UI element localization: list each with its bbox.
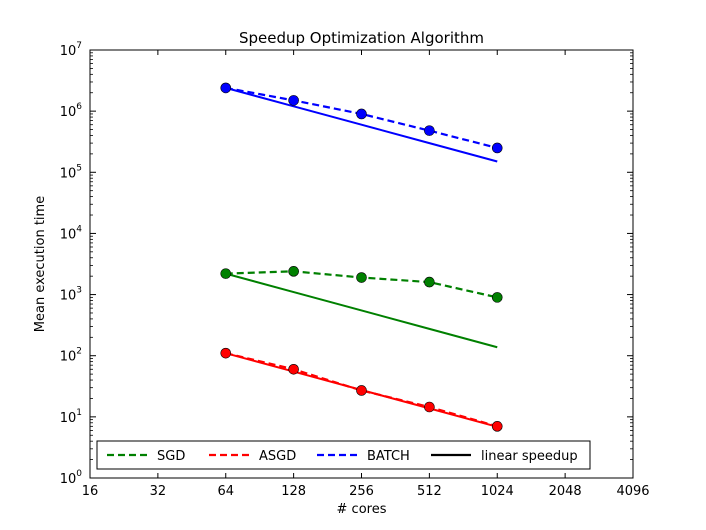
linear-speedup-line-sgd (225, 272, 498, 349)
data-point-sgd (491, 292, 503, 303)
data-point-batch (491, 142, 503, 154)
x-tick-label: 16 (82, 484, 99, 499)
y-tick-label: 105 (60, 163, 82, 181)
data-point-batch (356, 108, 367, 120)
data-point-asgd (356, 385, 367, 396)
data-point-batch (288, 95, 299, 106)
legend-label: linear speedup (481, 449, 578, 464)
y-axis-label: Mean execution time (33, 196, 48, 332)
data-point-sgd (356, 272, 367, 283)
data-point-asgd (220, 347, 232, 359)
x-tick-label: 32 (150, 484, 167, 499)
legend-label: SGD (157, 449, 185, 464)
y-tick-label: 104 (60, 224, 83, 242)
data-point-batch (220, 82, 232, 94)
x-tick-label: 256 (349, 484, 374, 499)
x-tick-label: 4096 (616, 484, 649, 499)
x-tick-label: 1024 (481, 484, 514, 499)
series-line-asgd (225, 352, 498, 428)
y-tick-label: 107 (60, 41, 82, 59)
y-tick-label: 100 (60, 469, 83, 487)
y-tick-label: 106 (60, 102, 83, 120)
data-point-asgd (288, 363, 299, 375)
x-tick-label: 128 (281, 484, 306, 499)
data-point-asgd (491, 421, 503, 432)
data-point-asgd (424, 401, 435, 413)
x-tick-label: 64 (217, 484, 234, 499)
data-point-batch (424, 125, 435, 136)
legend: SGD ASGD BATCH linear speedup (96, 440, 591, 470)
data-point-sgd (220, 268, 232, 279)
data-point-sgd (288, 266, 299, 277)
x-axis-label: # cores (337, 502, 387, 517)
linear-speedup-line-batch (225, 86, 498, 163)
data-point-sgd (424, 276, 435, 288)
x-tick-label: 512 (417, 484, 442, 499)
y-tick-label: 102 (60, 347, 82, 365)
y-tick-label: 103 (60, 286, 82, 304)
legend-label: ASGD (259, 449, 296, 464)
x-tick-label: 2048 (549, 484, 582, 499)
legend-label: BATCH (367, 449, 410, 464)
y-tick-label: 101 (60, 408, 82, 426)
chart-title: Speedup Optimization Algorithm (239, 29, 484, 47)
